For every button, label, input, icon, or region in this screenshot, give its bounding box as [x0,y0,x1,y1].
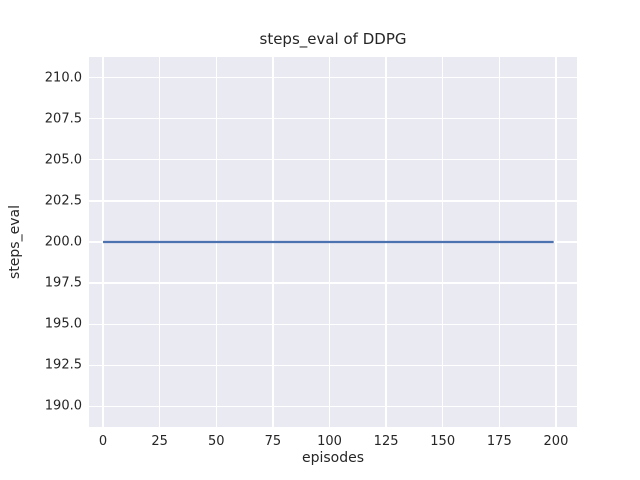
x-tick-label: 125 [373,434,399,449]
y-gridline [89,323,577,325]
y-gridline [89,405,577,408]
chart-title: steps_eval of DDPG [259,30,407,48]
x-axis-label: episodes [301,450,365,466]
y-tick-label: 205.0 [44,152,82,168]
y-tick-label: 210.0 [44,70,82,86]
x-tick-label: 150 [430,434,456,449]
y-gridline [89,76,577,79]
y-gridline [89,200,577,202]
y-tick-label: 202.5 [44,193,82,209]
y-tick-label: 200.0 [44,234,82,250]
y-axis-label: steps_eval [7,205,23,279]
plot-area [89,57,577,427]
x-tick-label: 25 [151,434,168,449]
x-tick-label: 75 [264,434,282,449]
x-tick-label: 0 [98,434,108,449]
y-tick-label: 207.5 [44,111,82,127]
series-layer [103,240,554,244]
y-gridline [89,118,577,120]
x-tick-label: 50 [207,434,225,449]
x-tick-label: 175 [486,434,512,449]
x-tick-label: 100 [317,434,342,449]
x-tick-label: 200 [543,434,569,449]
y-tick-label: 197.5 [44,275,82,291]
y-tick-label: 190.0 [44,398,82,414]
y-gridline [89,364,577,366]
y-gridline [89,159,577,161]
y-gridline [89,282,577,284]
y-tick-label: 192.5 [44,357,82,373]
y-tick-label: 195.0 [44,316,82,332]
